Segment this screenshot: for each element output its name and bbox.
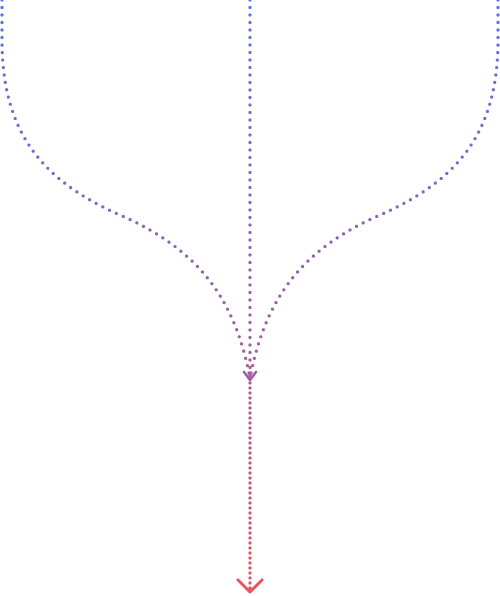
left-branch-path xyxy=(0,0,252,380)
chevron-down-arrow-icon xyxy=(236,578,264,594)
merge-point-icon xyxy=(242,370,258,382)
right-branch-path xyxy=(248,0,500,380)
